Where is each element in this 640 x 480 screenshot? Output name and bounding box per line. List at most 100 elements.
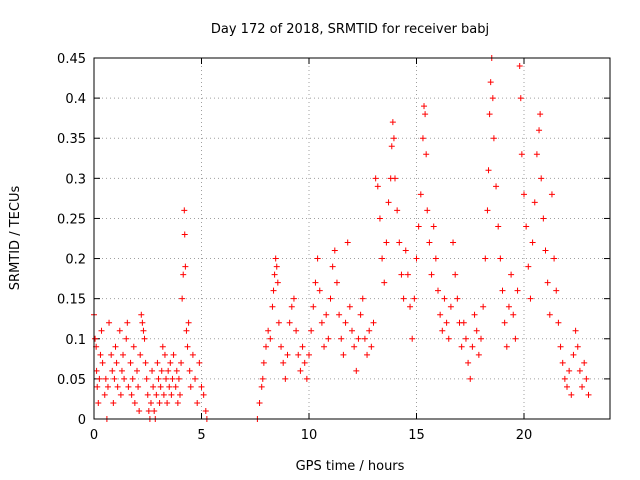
data-point	[581, 359, 588, 366]
data-point	[364, 351, 371, 358]
data-point	[92, 335, 99, 342]
data-point	[139, 319, 146, 326]
y-tick-label: 0.3	[65, 172, 86, 187]
data-point	[189, 351, 196, 358]
data-point	[150, 383, 157, 390]
data-point	[318, 319, 325, 326]
data-point	[450, 239, 457, 246]
data-point	[447, 303, 454, 310]
data-point	[482, 255, 489, 262]
data-point	[95, 399, 102, 406]
data-point	[576, 367, 583, 374]
data-point	[196, 359, 203, 366]
data-point	[179, 295, 186, 302]
data-point	[295, 351, 302, 358]
data-point	[415, 223, 422, 230]
data-point	[109, 367, 116, 374]
data-point	[181, 231, 188, 238]
data-point	[182, 263, 189, 270]
data-point	[452, 271, 459, 278]
data-point	[349, 327, 355, 334]
data-point	[173, 367, 180, 374]
data-point	[505, 303, 512, 310]
data-point	[185, 319, 192, 326]
data-point	[407, 303, 414, 310]
data-point	[158, 367, 165, 374]
data-point	[271, 271, 278, 278]
data-point	[259, 375, 266, 382]
data-point	[265, 327, 272, 334]
data-point	[112, 343, 119, 350]
data-point	[525, 263, 532, 270]
ticks: 0 5 10 15 20 0 0.05 0.1 0.15 0.2 0.25 0.3 0.35 0.4 0.4…	[57, 52, 610, 443]
data-point	[269, 303, 276, 310]
data-point	[566, 367, 573, 374]
data-point	[301, 359, 308, 366]
data-point	[284, 351, 291, 358]
data-point	[120, 351, 127, 358]
data-point	[381, 279, 388, 286]
data-point	[160, 391, 167, 398]
data-point	[282, 375, 289, 382]
data-point	[93, 367, 100, 374]
data-point	[419, 135, 426, 142]
data-point	[473, 327, 480, 334]
data-point	[342, 319, 349, 326]
data-point	[154, 359, 161, 366]
data-point	[458, 343, 465, 350]
data-point	[344, 239, 351, 246]
data-point	[336, 311, 343, 318]
data-point	[155, 375, 162, 382]
data-point	[390, 135, 397, 142]
data-point	[308, 327, 315, 334]
data-point	[437, 311, 444, 318]
y-tick-label: 0.1	[65, 333, 86, 348]
data-point	[110, 399, 117, 406]
data-point	[108, 351, 115, 358]
data-point	[297, 367, 304, 374]
data-point	[542, 247, 549, 254]
data-point	[184, 343, 191, 350]
data-point	[559, 359, 566, 366]
data-point	[168, 391, 175, 398]
data-point	[555, 319, 562, 326]
data-point	[487, 79, 494, 86]
data-point	[372, 175, 379, 182]
data-point	[497, 255, 504, 262]
data-point	[102, 375, 109, 382]
data-point	[164, 399, 171, 406]
data-point	[561, 375, 568, 382]
data-point	[445, 335, 452, 342]
data-point	[137, 351, 144, 358]
data-point	[338, 335, 345, 342]
data-point	[274, 279, 281, 286]
data-point	[516, 63, 523, 70]
data-point	[564, 383, 570, 390]
x-axis-label: GPS time / hours	[296, 459, 405, 474]
data-point	[114, 383, 121, 390]
data-point	[178, 359, 185, 366]
data-point	[312, 279, 319, 286]
data-point	[517, 95, 524, 102]
data-point	[180, 271, 187, 278]
data-point	[113, 359, 120, 366]
data-point	[574, 343, 581, 350]
data-point	[316, 287, 323, 294]
data-point	[374, 183, 381, 190]
data-point	[135, 383, 142, 390]
data-point	[454, 295, 461, 302]
data-point	[388, 143, 395, 150]
data-point	[273, 263, 280, 270]
data-point	[510, 311, 517, 318]
grid	[94, 58, 610, 419]
x-tick-label: 5	[197, 428, 205, 443]
data-point	[101, 391, 108, 398]
data-point	[441, 295, 448, 302]
data-point	[428, 271, 435, 278]
data-point	[321, 343, 328, 350]
y-tick-label: 0	[78, 413, 86, 428]
data-point	[432, 255, 439, 262]
data-point	[130, 343, 137, 350]
data-point	[467, 375, 474, 382]
y-axis-label: SRMTID / TECUs	[8, 186, 23, 291]
